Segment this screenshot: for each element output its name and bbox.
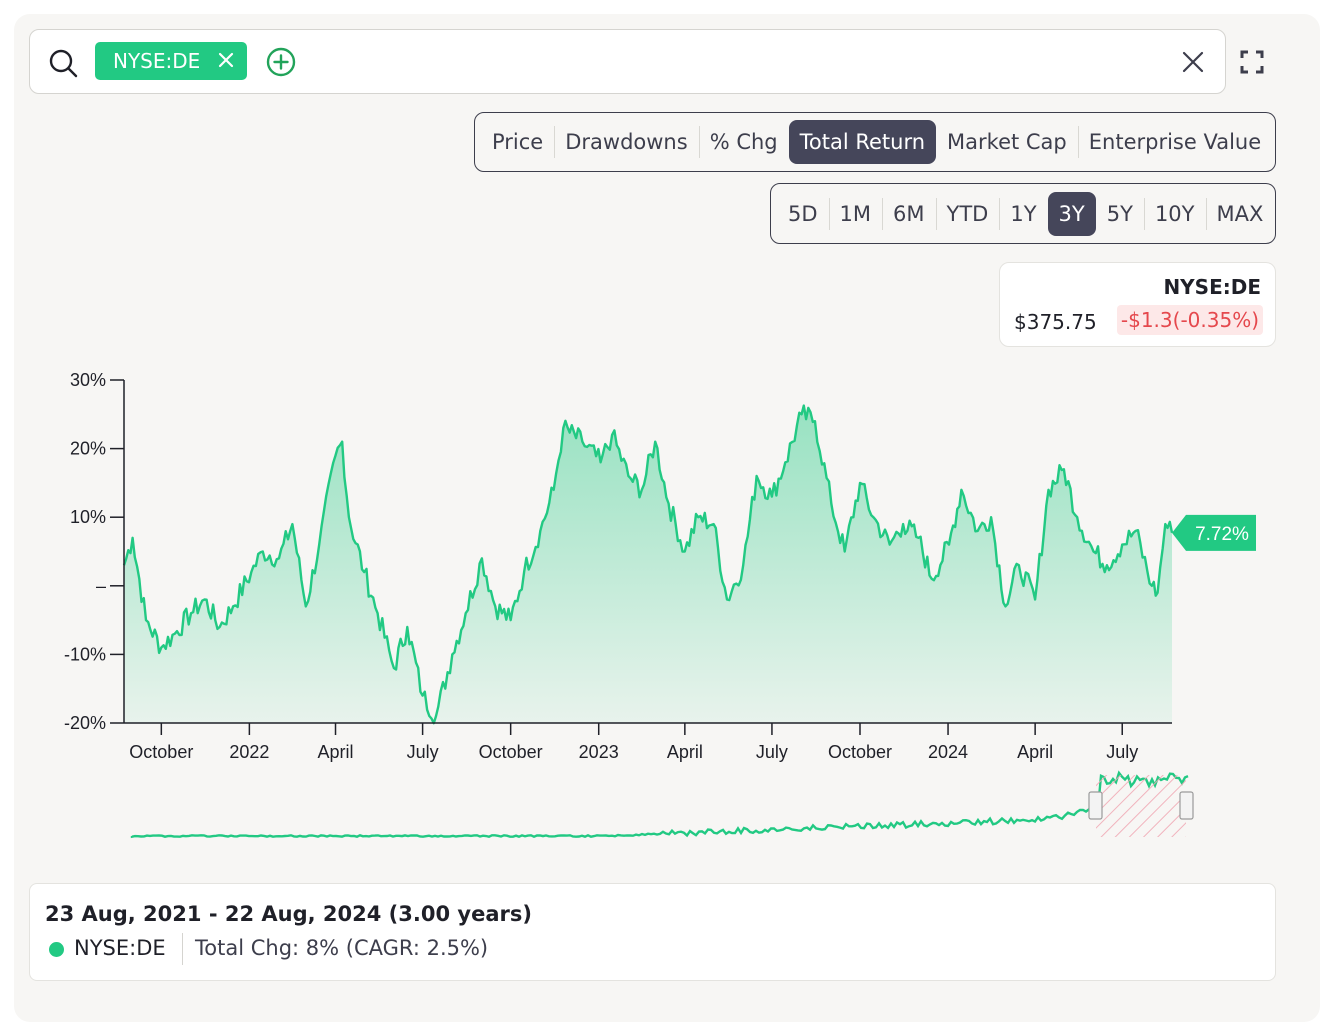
series-area	[124, 405, 1172, 724]
tab-price[interactable]: Price	[492, 130, 544, 154]
fullscreen-icon[interactable]	[1236, 46, 1268, 78]
summary-symbol: NYSE:DE	[74, 936, 166, 960]
tab-enterprise-value[interactable]: Enterprise Value	[1077, 120, 1272, 164]
range-max[interactable]: MAX	[1205, 192, 1275, 236]
summary-divider	[182, 933, 183, 965]
ticker-chip-label: NYSE:DE	[113, 49, 201, 73]
tab-drawdowns[interactable]: Drawdowns	[554, 120, 698, 164]
range-ytd[interactable]: YTD	[935, 192, 1000, 236]
tab-market-cap[interactable]: Market Cap	[947, 130, 1067, 154]
x-tick-label: April	[667, 742, 703, 762]
metric-tabs: Price Drawdowns% Chg Total Return Market Ca…	[474, 112, 1276, 172]
y-tick-label: -10%	[64, 644, 106, 664]
x-tick-label: October	[828, 742, 892, 762]
y-tick-label: 20%	[70, 439, 106, 459]
range-10y[interactable]: 10Y	[1143, 192, 1206, 236]
x-tick-label: October	[479, 742, 543, 762]
x-tick-label: 2024	[928, 742, 968, 762]
series-color-dot	[49, 942, 64, 957]
navigator-line	[130, 770, 1189, 839]
range-tabs: 5D 1M 6M YTD 1Y 3Y 5Y 10Y MAX	[770, 183, 1276, 244]
x-tick-label: 2023	[579, 742, 619, 762]
search-icon	[49, 49, 78, 78]
tab-total-return[interactable]: Total Return	[788, 120, 937, 164]
x-tick-label: July	[1106, 742, 1138, 762]
range-6m[interactable]: 6M	[882, 192, 935, 236]
quote-change: -$1.3(-0.35%)	[1116, 305, 1263, 335]
x-tick-label: October	[129, 742, 193, 762]
x-tick-label: July	[407, 742, 439, 762]
y-tick-label: 10%	[70, 507, 106, 527]
ticker-search-bar[interactable]: NYSE:DE	[29, 29, 1226, 94]
x-tick-label: April	[1017, 742, 1053, 762]
range-3y[interactable]: 3Y	[1047, 191, 1096, 236]
x-tick-label: April	[318, 742, 354, 762]
navigator-handle-left[interactable]	[1088, 791, 1103, 820]
series-line	[122, 404, 1174, 725]
summary-stat: Total Chg: 8% (CAGR: 2.5%)	[195, 936, 489, 960]
x-tick-label: 2022	[229, 742, 269, 762]
clear-search-icon[interactable]	[1181, 50, 1205, 74]
range-1y[interactable]: 1Y	[999, 192, 1047, 236]
ticker-chip[interactable]: NYSE:DE	[95, 42, 247, 80]
quote-symbol: NYSE:DE	[1163, 275, 1261, 299]
quote-price: $375.75	[1014, 310, 1097, 334]
y-tick-label: –	[96, 576, 106, 596]
y-tick-label: 30%	[70, 370, 106, 390]
remove-ticker-icon[interactable]	[217, 51, 235, 69]
navigator-selection	[1096, 775, 1186, 837]
last-value-label: 7.72%	[1195, 524, 1249, 545]
y-tick-label: -20%	[64, 713, 106, 733]
quote-card: NYSE:DE $375.75 -$1.3(-0.35%)	[999, 262, 1276, 347]
range-5d[interactable]: 5D	[788, 201, 818, 226]
navigator-handle-right[interactable]	[1179, 791, 1194, 820]
date-range: 23 Aug, 2021 - 22 Aug, 2024 (3.00 years)	[45, 902, 532, 926]
summary-panel: 23 Aug, 2021 - 22 Aug, 2024 (3.00 years)…	[29, 883, 1276, 981]
tab-chg[interactable]: % Chg	[698, 120, 789, 164]
last-value-flag	[1172, 514, 1256, 551]
range-1m[interactable]: 1M	[828, 192, 882, 236]
add-ticker-icon[interactable]	[265, 46, 297, 78]
range-5y[interactable]: 5Y	[1106, 201, 1133, 226]
x-tick-label: July	[756, 742, 788, 762]
